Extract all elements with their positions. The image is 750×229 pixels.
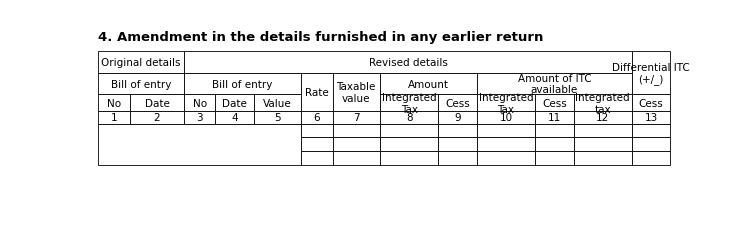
- Text: Date: Date: [145, 98, 170, 108]
- Text: Integrated
tax: Integrated tax: [575, 93, 630, 114]
- Bar: [254, 95, 301, 112]
- Bar: [536, 112, 574, 124]
- Text: 10: 10: [500, 113, 512, 123]
- Bar: [574, 112, 632, 124]
- Text: 3: 3: [196, 113, 203, 123]
- Text: Cess: Cess: [542, 98, 567, 108]
- Bar: [301, 112, 332, 124]
- Text: 6: 6: [314, 113, 320, 123]
- Text: No: No: [107, 98, 122, 108]
- Bar: [301, 152, 332, 166]
- Text: Taxable
value: Taxable value: [337, 82, 376, 104]
- Text: No: No: [193, 98, 207, 108]
- Text: Original details: Original details: [101, 58, 181, 68]
- Bar: [130, 112, 184, 124]
- Text: 4. Amendment in the details furnished in any earlier return: 4. Amendment in the details furnished in…: [98, 31, 544, 44]
- Bar: [215, 95, 254, 112]
- Bar: [98, 112, 130, 124]
- Bar: [439, 138, 477, 152]
- Text: 9: 9: [454, 113, 460, 123]
- Text: Differential ITC
(+/_): Differential ITC (+/_): [612, 62, 690, 85]
- Bar: [301, 138, 332, 152]
- Text: Integrated
Tax: Integrated Tax: [478, 93, 533, 114]
- Bar: [98, 52, 184, 74]
- Bar: [184, 112, 215, 124]
- Text: 1: 1: [111, 113, 118, 123]
- Text: Rate: Rate: [305, 88, 328, 98]
- Bar: [632, 152, 670, 166]
- Bar: [380, 74, 477, 95]
- Text: Cess: Cess: [446, 98, 470, 108]
- Bar: [477, 95, 536, 112]
- Text: Amount: Amount: [408, 79, 448, 89]
- Bar: [184, 95, 215, 112]
- Bar: [332, 74, 380, 112]
- Bar: [439, 124, 477, 138]
- Text: 13: 13: [644, 113, 658, 123]
- Bar: [632, 124, 670, 138]
- Bar: [332, 124, 380, 138]
- Text: 7: 7: [353, 113, 359, 123]
- Bar: [632, 52, 670, 95]
- Bar: [380, 112, 439, 124]
- Bar: [254, 112, 301, 124]
- Text: 2: 2: [154, 113, 160, 123]
- Text: Amount of ITC
available: Amount of ITC available: [518, 74, 591, 95]
- Bar: [477, 138, 536, 152]
- Bar: [439, 112, 477, 124]
- Bar: [184, 52, 632, 74]
- Bar: [536, 124, 574, 138]
- Bar: [439, 95, 477, 112]
- Bar: [574, 138, 632, 152]
- Text: Date: Date: [222, 98, 247, 108]
- Bar: [574, 95, 632, 112]
- Bar: [574, 152, 632, 166]
- Text: 4: 4: [231, 113, 238, 123]
- Bar: [477, 112, 536, 124]
- Bar: [632, 95, 670, 112]
- Text: Revised details: Revised details: [368, 58, 448, 68]
- Bar: [380, 95, 439, 112]
- Text: 12: 12: [596, 113, 610, 123]
- Text: 5: 5: [274, 113, 280, 123]
- Text: 8: 8: [406, 113, 412, 123]
- Bar: [380, 138, 439, 152]
- Bar: [184, 74, 301, 95]
- Text: 11: 11: [548, 113, 561, 123]
- Bar: [332, 152, 380, 166]
- Bar: [477, 124, 536, 138]
- Bar: [536, 138, 574, 152]
- Bar: [332, 112, 380, 124]
- Bar: [477, 152, 536, 166]
- Bar: [574, 124, 632, 138]
- Bar: [477, 74, 632, 95]
- Bar: [98, 74, 184, 95]
- Bar: [98, 124, 301, 166]
- Bar: [215, 112, 254, 124]
- Text: Cess: Cess: [639, 98, 664, 108]
- Text: Value: Value: [263, 98, 292, 108]
- Bar: [632, 138, 670, 152]
- Bar: [536, 152, 574, 166]
- Text: Integrated
Tax: Integrated Tax: [382, 93, 436, 114]
- Text: Bill of entry: Bill of entry: [212, 79, 273, 89]
- Bar: [380, 152, 439, 166]
- Text: Bill of entry: Bill of entry: [111, 79, 171, 89]
- Bar: [380, 124, 439, 138]
- Bar: [98, 95, 130, 112]
- Bar: [301, 74, 332, 112]
- Bar: [130, 95, 184, 112]
- Bar: [332, 138, 380, 152]
- Bar: [536, 95, 574, 112]
- Bar: [632, 112, 670, 124]
- Bar: [301, 124, 332, 138]
- Bar: [439, 152, 477, 166]
